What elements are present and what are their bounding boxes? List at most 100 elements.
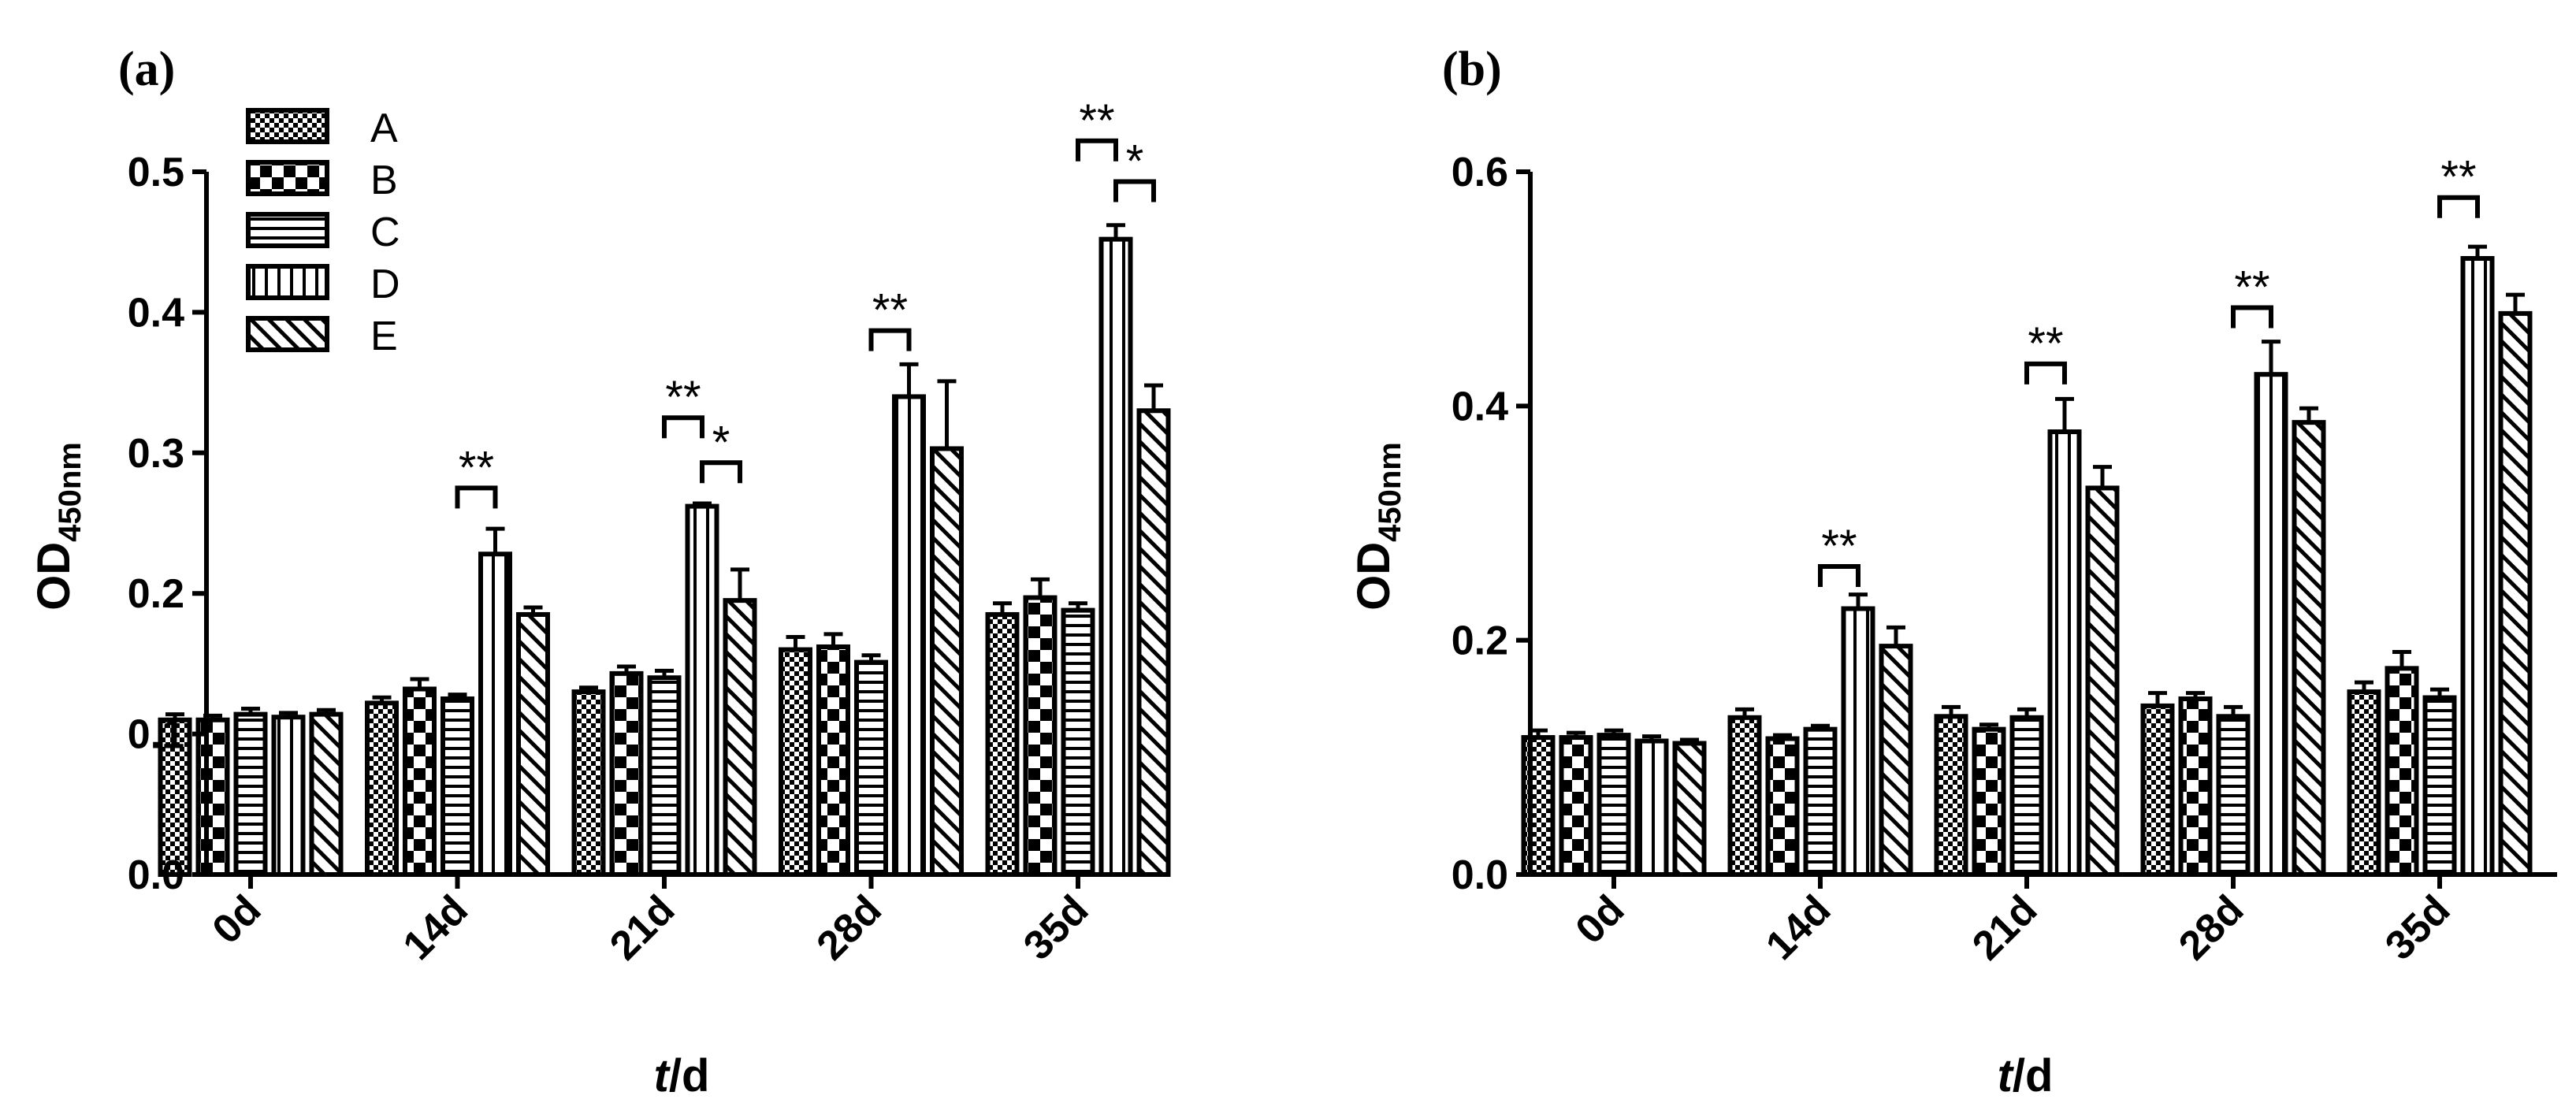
legend-item-e: E — [246, 314, 398, 359]
bar-a-28d — [2140, 703, 2175, 877]
significance-label: ** — [459, 442, 494, 493]
bar-c-28d — [854, 659, 888, 878]
bar-c-35d — [1061, 607, 1095, 877]
significance-label: ** — [872, 285, 908, 336]
y-tick-label: 0.1 — [128, 712, 184, 758]
y-tick-label: 0.2 — [1452, 618, 1508, 664]
significance-bracket — [662, 415, 704, 439]
x-tick-label: 35d — [1015, 886, 1097, 968]
y-tick-label: 0.2 — [128, 571, 184, 617]
bar-b-35d — [1023, 595, 1058, 877]
legend-swatch-a — [246, 108, 329, 144]
legend-item-c: C — [246, 210, 400, 255]
panel-label: (a) — [118, 43, 175, 96]
significance-bracket — [2024, 361, 2067, 384]
bar-a-28d — [779, 647, 812, 877]
legend-label-d: D — [370, 262, 400, 307]
y-tick-label: 0.0 — [128, 852, 184, 898]
bar-c-21d — [647, 675, 682, 877]
significance-bracket — [455, 485, 498, 509]
bar-d-21d — [685, 503, 719, 877]
bar-b-0d — [195, 717, 230, 878]
bar-c-14d — [440, 696, 474, 877]
significance-label: ** — [1821, 521, 1857, 572]
bar-a-21d — [571, 689, 606, 878]
bar-b-0d — [1559, 735, 1593, 877]
legend-swatch-e — [246, 316, 329, 352]
bar-b-14d — [1765, 736, 1800, 878]
significance-bracket — [1076, 138, 1118, 162]
bar-d-28d — [2254, 372, 2288, 877]
y-tick-label: 0.5 — [128, 150, 184, 195]
legend-item-b: B — [246, 158, 398, 203]
bar-b-21d — [609, 670, 644, 877]
bar-d-21d — [2047, 429, 2082, 877]
panel-label: (b) — [1442, 43, 1502, 96]
y-tick-label: 0.4 — [128, 290, 184, 336]
bar-e-35d — [2498, 310, 2533, 877]
bar-d-35d — [1098, 236, 1133, 877]
legend-item-a: A — [246, 106, 398, 151]
bar-e-28d — [2292, 420, 2326, 877]
legend-swatch-d — [246, 264, 329, 300]
significance-bracket — [2231, 305, 2273, 329]
significance-label: * — [712, 417, 730, 468]
bar-e-0d — [309, 711, 344, 878]
bar-b-14d — [403, 686, 437, 878]
x-tick-label: 14d — [1757, 886, 1839, 968]
chart-panel-a: (a) OD450nm t/d A B C D E — [28, 43, 1171, 1101]
x-axis-title: t/d — [654, 1050, 710, 1101]
bar-e-0d — [1672, 741, 1707, 878]
chart-panel-b: (b) OD450nm t/d 0.0 0.2 0.4 0.6 0d 14d 21d 28d 3… — [1348, 43, 2557, 1101]
x-tick-label: 14d — [395, 886, 477, 968]
significance-label: ** — [1079, 95, 1114, 147]
significance-bracket — [1113, 179, 1156, 202]
bar-e-14d — [516, 611, 550, 878]
bar-a-35d — [2347, 689, 2381, 878]
bar-a-14d — [365, 700, 399, 877]
bar-e-14d — [1879, 644, 1913, 877]
bar-d-14d — [1841, 606, 1875, 877]
x-tick-label: 21d — [601, 886, 683, 968]
significance-label: ** — [2234, 262, 2269, 313]
bar-d-0d — [1634, 738, 1669, 878]
bar-b-28d — [2178, 696, 2213, 877]
significance-label: ** — [665, 372, 701, 423]
bar-b-21d — [1972, 726, 2006, 877]
legend-swatch-c — [246, 212, 329, 248]
x-tick-label: 21d — [1964, 886, 2046, 968]
x-tick-label: 0d — [204, 886, 270, 953]
x-tick-label: 35d — [2377, 886, 2459, 968]
x-tick-label: 28d — [808, 886, 890, 968]
y-axis-title: OD450nm — [28, 442, 87, 611]
bar-e-21d — [723, 598, 757, 877]
bar-a-21d — [1934, 714, 1968, 877]
bar-c-0d — [1597, 733, 1631, 877]
legend-item-d: D — [246, 262, 400, 307]
y-tick-label: 0.3 — [128, 431, 184, 477]
bar-c-28d — [2216, 714, 2251, 877]
bar-d-28d — [892, 394, 926, 877]
significance-bracket — [868, 328, 912, 351]
significance-label: ** — [2440, 152, 2476, 203]
bar-b-28d — [816, 644, 850, 877]
bar-a-35d — [985, 611, 1020, 878]
bar-a-0d — [158, 717, 192, 878]
significance-bracket — [2437, 195, 2480, 218]
plot-area: 0.0 0.2 0.4 0.6 0d 14d 21d 28d 35d ** ** ** ** — [1452, 150, 2557, 969]
bar-c-0d — [233, 711, 268, 878]
legend-label-c: C — [370, 210, 400, 255]
significance-label: ** — [2028, 318, 2063, 370]
bar-d-35d — [2460, 256, 2495, 878]
significance-bracket — [1818, 564, 1860, 588]
bar-e-35d — [1136, 408, 1171, 877]
y-tick-label: 0.6 — [1452, 150, 1508, 195]
bar-b-35d — [2385, 666, 2419, 877]
bar-e-28d — [930, 446, 964, 877]
bar-c-14d — [1803, 726, 1838, 877]
bar-c-21d — [2009, 715, 2044, 878]
bar-a-14d — [1727, 715, 1762, 878]
significance-bracket — [700, 460, 742, 484]
legend-label-b: B — [370, 158, 398, 203]
legend: A B C D E — [246, 106, 400, 359]
